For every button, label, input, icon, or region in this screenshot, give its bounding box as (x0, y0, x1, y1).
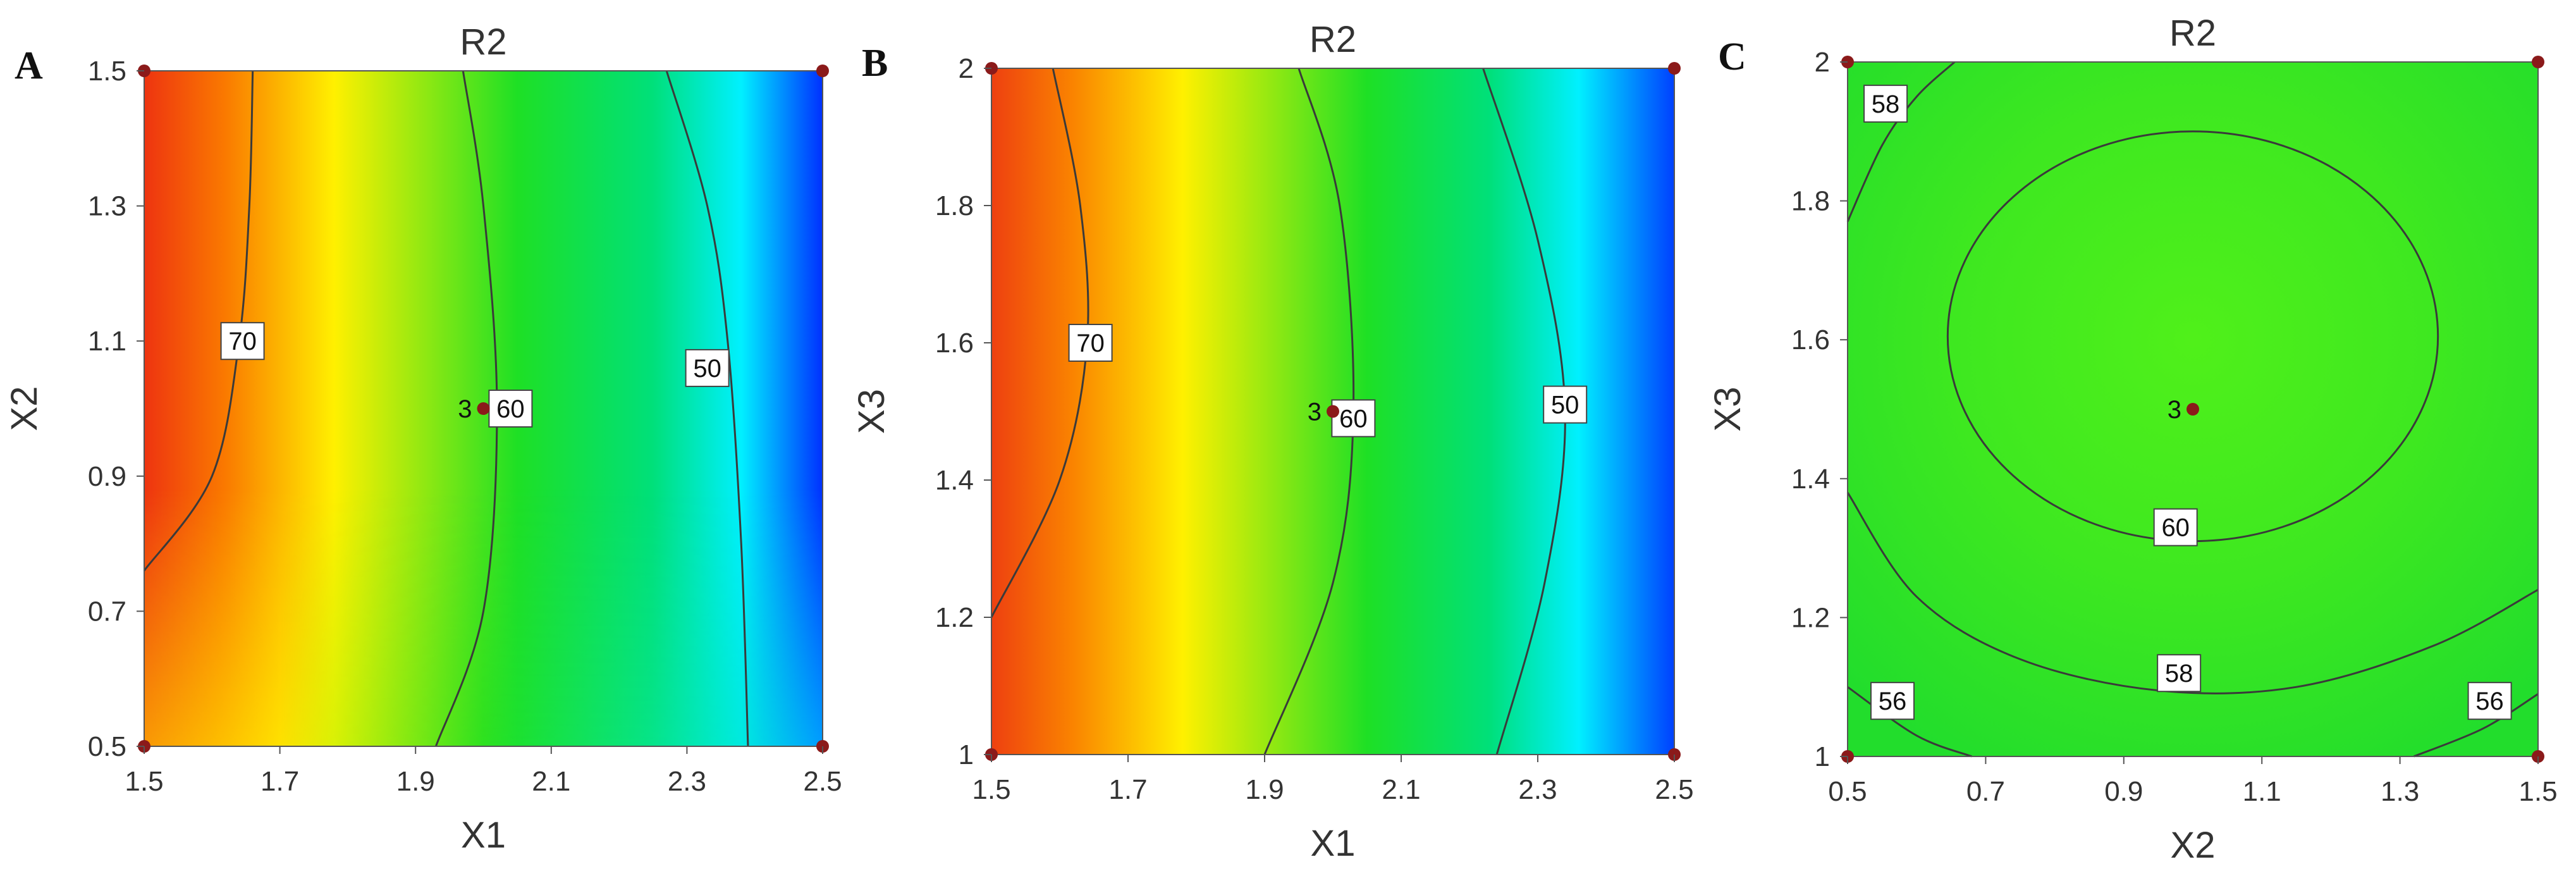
contour-label: 56 (2475, 688, 2504, 715)
panel-title: R2 (2169, 13, 2216, 54)
design-point (2532, 56, 2544, 68)
contour-label: 70 (228, 328, 257, 355)
contour-panel: 70 60 50 3 1.5 1.7 1.9 2.1 2.3 2.5 0.5 0.7 0.9 1.1 1.3… (4, 22, 842, 856)
contour-label-box (1863, 84, 1908, 123)
y-axis-label: X3 (851, 389, 892, 434)
contour-line (2413, 693, 2539, 758)
contour-label-box (1870, 682, 1915, 720)
design-point (477, 402, 490, 415)
y-tick-label: 1.3 (88, 191, 126, 222)
contour-label-box (2157, 654, 2202, 693)
contour-label-box (1068, 324, 1113, 362)
x-tick-label: 2.3 (1518, 774, 1557, 805)
y-tick-label: 1.2 (1791, 602, 1830, 633)
plot-frame (991, 68, 1675, 755)
design-point-label: 3 (2168, 396, 2181, 424)
contour-label: 50 (693, 355, 721, 383)
x-tick-label: 1.3 (2381, 776, 2419, 807)
panel-title: R2 (460, 22, 506, 63)
contour-label: 56 (1879, 688, 1907, 715)
contour-label: 60 (1339, 405, 1368, 433)
panel-letter: A (15, 44, 43, 87)
y-tick-label: 1.6 (1791, 324, 1830, 355)
x-axis-label: X2 (2171, 825, 2216, 866)
x-tick-label: 0.7 (1966, 776, 2005, 807)
x-tick-label: 2.5 (803, 766, 842, 797)
contour-panel: 60 58 58 56 56 3 0.5 0.7 0.9 1.1 1.3 1.5 1 1.2 1.4 1.6 1… (1707, 13, 2558, 866)
y-tick-label: 1.5 (88, 56, 126, 87)
x-tick-label: 2.5 (1655, 774, 1693, 805)
contour-label-box (1543, 385, 1588, 424)
x-tick-label: 1.9 (1245, 774, 1284, 805)
y-tick-label: 0.5 (88, 731, 126, 762)
x-tick-label: 0.9 (2104, 776, 2143, 807)
panel-letter: C (1718, 35, 1746, 78)
x-axis-label: X1 (461, 815, 506, 856)
y-tick-label: 1.8 (935, 190, 974, 221)
design-point-label: 3 (1308, 398, 1322, 426)
contour-label: 60 (2161, 514, 2190, 542)
contour-line (1846, 61, 1956, 223)
y-tick-label: 2 (959, 53, 974, 84)
x-tick-label: 1.7 (1108, 774, 1147, 805)
y-tick-label: 0.7 (88, 596, 126, 627)
contour-label-box (220, 322, 265, 361)
y-axis-label: X3 (1707, 387, 1748, 432)
y-tick-label: 1.6 (935, 328, 974, 359)
contour-line (665, 70, 749, 747)
y-tick-label: 0.9 (88, 461, 126, 492)
contour-panel: 70 60 50 3 1.5 1.7 1.9 2.1 2.3 2.5 1 1.2 1.4 1.6 1.8 2 R… (851, 19, 1694, 864)
y-tick-label: 1.8 (1791, 186, 1830, 217)
design-point-label: 3 (458, 395, 472, 423)
x-axis-label: X1 (1311, 823, 1356, 864)
contour-label-box (2467, 682, 2512, 720)
y-tick-label: 1.4 (935, 465, 974, 496)
y-tick-label: 1.2 (935, 602, 974, 633)
y-axis-label: X2 (4, 386, 45, 431)
y-tick-label: 1 (1815, 741, 1830, 772)
x-tick-label: 2.1 (1382, 774, 1420, 805)
contour-label: 70 (1076, 330, 1105, 357)
contour-label-box (2153, 508, 2198, 546)
panel-title: R2 (1309, 19, 1356, 60)
x-tick-label: 1.7 (261, 766, 299, 797)
x-tick-label: 2.1 (532, 766, 570, 797)
y-tick-label: 1.4 (1791, 464, 1830, 495)
contour-label: 58 (1872, 90, 1900, 118)
x-tick-label: 1.5 (2518, 776, 2557, 807)
contour-line (1847, 686, 1973, 758)
x-tick-label: 0.5 (1828, 776, 1867, 807)
contour-label-box (685, 348, 730, 387)
contour-label-box (488, 390, 533, 428)
x-tick-label: 1.9 (396, 766, 435, 797)
contour-label-box (1331, 399, 1376, 438)
x-tick-label: 1.1 (2243, 776, 2281, 807)
x-tick-label: 1.5 (972, 774, 1010, 805)
contour-label: 50 (1551, 392, 1579, 419)
design-point (1668, 62, 1681, 75)
plot-frame (144, 70, 823, 747)
contour-label: 60 (496, 395, 525, 423)
panel-letter: B (862, 42, 888, 85)
y-tick-label: 2 (1815, 47, 1830, 78)
plot-frame (1847, 61, 2539, 757)
design-point (1327, 405, 1339, 418)
contour-label: 58 (2165, 660, 2193, 688)
design-point (816, 65, 829, 77)
design-point (2187, 403, 2199, 416)
x-tick-label: 2.3 (668, 766, 706, 797)
y-tick-label: 1 (959, 739, 974, 770)
x-tick-label: 1.5 (125, 766, 163, 797)
y-tick-label: 1.1 (88, 326, 126, 357)
